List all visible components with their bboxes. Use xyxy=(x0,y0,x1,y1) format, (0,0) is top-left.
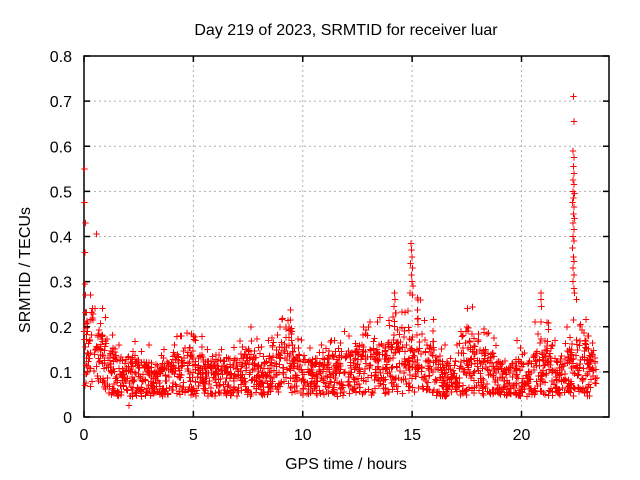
y-tick-label: 0.8 xyxy=(50,49,72,66)
y-tick-label: 0.7 xyxy=(50,94,72,111)
chart-title: Day 219 of 2023, SRMTID for receiver lua… xyxy=(194,22,498,39)
tick-label-layer: 0 5 10 15 20 0 0.1 0.2 0.3 0.4 0.5 0.6 0.7 0.8 xyxy=(50,49,531,444)
y-tick-label: 0.4 xyxy=(50,230,72,247)
y-tick-label: 0.1 xyxy=(50,365,72,382)
x-tick-label: 10 xyxy=(294,427,312,444)
y-tick-label: 0.5 xyxy=(50,184,72,201)
y-tick-label: 0.6 xyxy=(50,139,72,156)
y-tick-label: 0.3 xyxy=(50,275,72,292)
data-points-layer xyxy=(80,93,601,409)
y-tick-label: 0 xyxy=(63,410,72,427)
x-tick-label: 15 xyxy=(403,427,421,444)
x-tick-label: 0 xyxy=(80,427,89,444)
scatter-points xyxy=(80,93,601,409)
x-tick-label: 20 xyxy=(513,427,531,444)
x-tick-label: 5 xyxy=(189,427,198,444)
y-axis-label: SRMTID / TECUs xyxy=(17,207,34,333)
x-axis-label: GPS time / hours xyxy=(285,456,407,473)
axes-layer xyxy=(83,55,610,418)
y-tick-label: 0.2 xyxy=(50,320,72,337)
